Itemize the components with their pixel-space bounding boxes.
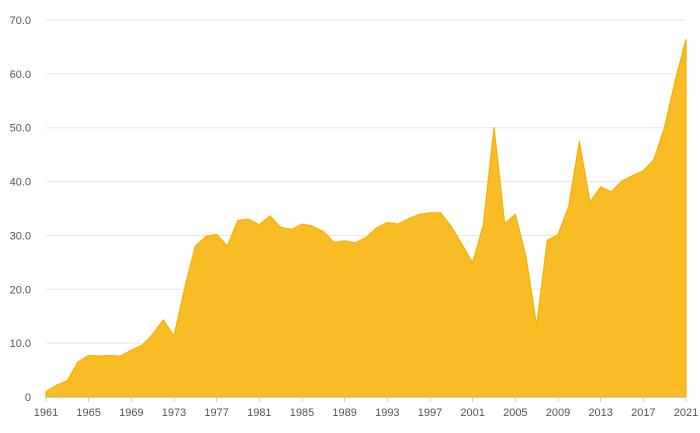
x-tick-label: 1961 bbox=[34, 407, 58, 419]
x-tick-label: 1965 bbox=[76, 407, 100, 419]
area-series-fill bbox=[45, 38, 687, 398]
y-tick-label: 0 bbox=[25, 392, 31, 404]
y-tick-label: 30.0 bbox=[10, 230, 31, 242]
x-tick-label: 2009 bbox=[546, 407, 570, 419]
x-tick-label: 1977 bbox=[204, 407, 228, 419]
x-tick-label: 2021 bbox=[674, 407, 698, 419]
x-tick-label: 1985 bbox=[290, 407, 314, 419]
y-tick-label: 70.0 bbox=[10, 15, 31, 27]
y-tick-label: 60.0 bbox=[10, 69, 31, 81]
grid-lines bbox=[46, 19, 686, 344]
x-tick-label: 1969 bbox=[119, 407, 143, 419]
x-tick-label: 2013 bbox=[588, 407, 612, 419]
y-tick-label: 50.0 bbox=[10, 123, 31, 135]
y-tick-label: 20.0 bbox=[10, 284, 31, 296]
x-tick-label: 2017 bbox=[631, 407, 655, 419]
x-tick-label: 2001 bbox=[460, 407, 484, 419]
x-tick-label: 2005 bbox=[503, 407, 527, 419]
y-tick-label: 10.0 bbox=[10, 338, 31, 350]
y-tick-label: 40.0 bbox=[10, 177, 31, 189]
x-tick-label: 1981 bbox=[247, 407, 271, 419]
x-tick-label: 1997 bbox=[418, 407, 442, 419]
area-series bbox=[45, 38, 687, 398]
x-tick-label: 1993 bbox=[375, 407, 399, 419]
x-tick-label: 1989 bbox=[332, 407, 356, 419]
x-tick-label: 1973 bbox=[162, 407, 186, 419]
axes: 0 10.0 20.0 30.0 40.0 50.0 60.0 70.0 1961 1965 196… bbox=[10, 15, 699, 419]
